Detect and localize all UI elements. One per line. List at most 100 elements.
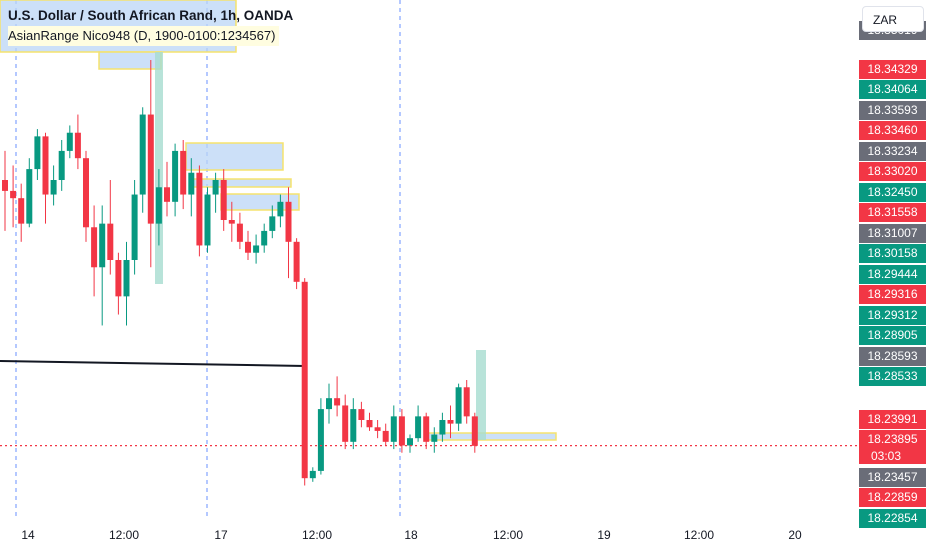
candle-body — [317, 409, 324, 471]
candle-body — [66, 132, 73, 151]
candle-body — [342, 405, 349, 442]
candle-body — [99, 223, 106, 268]
candle-body — [463, 387, 470, 417]
price-chart[interactable] — [0, 0, 859, 520]
price-label: 18.29444 — [859, 264, 926, 284]
price-label: 18.29312 — [859, 305, 926, 325]
candle-body — [245, 241, 251, 253]
price-label: 18.29316 — [859, 284, 926, 304]
time-label: 14 — [21, 528, 35, 542]
candle-body — [50, 180, 57, 195]
candle-body — [220, 180, 227, 220]
candle-body — [471, 416, 478, 446]
candle-body — [139, 114, 146, 195]
candle-body — [2, 180, 8, 191]
time-label: 12:00 — [683, 528, 715, 542]
price-label: 18.22859 — [859, 487, 926, 507]
chart-legend: U.S. Dollar / South African Rand, 1h, OA… — [8, 6, 293, 46]
candle-body — [164, 187, 170, 202]
currency-button[interactable]: ZAR — [862, 6, 924, 32]
candle-body — [423, 416, 430, 442]
candle-body — [18, 198, 25, 224]
price-label: 18.23457 — [859, 467, 926, 487]
countdown-timer: 03:03 — [859, 448, 926, 464]
candle-body — [123, 260, 130, 297]
candle-body — [293, 241, 300, 282]
candle-body — [131, 194, 138, 260]
price-label: 18.22854 — [859, 508, 926, 528]
candle-body — [398, 416, 405, 446]
candle-body — [180, 150, 187, 195]
price-label: 18.34329 — [859, 59, 926, 79]
candle-body — [447, 420, 454, 424]
time-label: 12:00 — [492, 528, 524, 542]
candle-body — [431, 434, 438, 442]
price-label: 18.23895 — [859, 429, 926, 449]
time-label: 12:00 — [301, 528, 333, 542]
candle-body — [204, 194, 211, 246]
price-label: 18.32450 — [859, 182, 926, 202]
time-axis[interactable]: 14 12:00 17 12:00 18 12:00 19 12:00 20 — [0, 520, 859, 550]
candle-body — [228, 220, 235, 224]
price-label: 18.28905 — [859, 325, 926, 345]
candle-body — [147, 114, 154, 224]
candle-body — [155, 187, 162, 224]
candle-body — [212, 180, 219, 195]
asian-range-box — [190, 178, 292, 188]
candle-body — [34, 136, 41, 170]
price-label: 18.28533 — [859, 366, 926, 386]
candle-body — [253, 245, 260, 253]
candle-body — [107, 223, 114, 260]
time-label: 18 — [404, 528, 418, 542]
candle-body — [326, 398, 332, 410]
candle-body — [115, 260, 122, 297]
horizontal-line — [0, 360, 306, 367]
candle-body — [301, 281, 308, 479]
candle-body — [42, 136, 49, 195]
price-label: 18.28593 — [859, 346, 926, 366]
candle-body — [390, 416, 397, 442]
price-label: 18.30158 — [859, 243, 926, 263]
price-label: 18.23991 — [859, 409, 926, 429]
candle-body — [269, 216, 276, 231]
candle-body — [285, 201, 292, 242]
candle-body — [309, 470, 316, 479]
symbol-title[interactable]: U.S. Dollar / South African Rand, 1h, OA… — [8, 8, 294, 23]
candle-body — [415, 416, 422, 439]
candle-body — [382, 430, 389, 442]
candle-body — [10, 190, 17, 199]
candle-body — [83, 158, 89, 228]
candle-body — [350, 409, 357, 442]
candle-body — [277, 201, 284, 217]
price-label: 18.33593 — [859, 100, 926, 120]
candle-body — [407, 438, 413, 446]
price-label: 18.33234 — [859, 141, 926, 161]
time-label: 17 — [214, 528, 228, 542]
candle-body — [358, 409, 365, 420]
range-highlight — [155, 52, 163, 284]
asian-range-box — [185, 142, 284, 171]
time-label: 20 — [788, 528, 802, 542]
candle-body — [374, 427, 381, 431]
price-label: 18.33020 — [859, 161, 926, 181]
price-label: 18.33460 — [859, 120, 926, 140]
time-label: 12:00 — [108, 528, 140, 542]
candle-body — [188, 172, 195, 195]
range-highlight — [476, 350, 486, 440]
asian-range-box — [98, 51, 162, 70]
price-label: 18.31007 — [859, 223, 926, 243]
candle-body — [366, 420, 373, 428]
candle-body — [261, 230, 268, 246]
price-label: 18.31558 — [859, 202, 926, 222]
candle-body — [91, 227, 98, 268]
candle-body — [455, 387, 462, 424]
candle-body — [26, 169, 33, 224]
candle-body — [334, 398, 341, 406]
candle-body — [74, 132, 81, 159]
candle-body — [236, 223, 243, 242]
price-label: 18.34064 — [859, 79, 926, 99]
indicator-legend[interactable]: AsianRange Nico948 (D, 1900-0100:1234567… — [8, 26, 280, 46]
candle-body — [439, 420, 446, 435]
price-axis[interactable]: 18.3501918.3432918.3406418.3359318.33460… — [859, 0, 932, 528]
